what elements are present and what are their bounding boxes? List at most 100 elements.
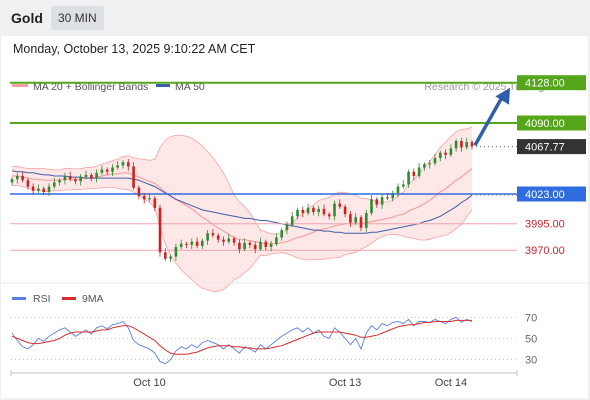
candle-body [31, 186, 35, 191]
candle-body [185, 243, 188, 245]
candle-body [137, 187, 141, 197]
candle-body [16, 176, 19, 180]
candle-body [322, 208, 326, 215]
nine-ma-legend-swatch [62, 297, 76, 300]
candle-body [380, 197, 384, 205]
candle-body [354, 217, 357, 223]
level-label-5: 3970.00 [525, 245, 565, 257]
forecast-arrow-shaft [473, 92, 506, 147]
candle-body [142, 196, 146, 200]
candle-body [375, 199, 379, 205]
candle-body [100, 169, 104, 173]
candle-body [343, 206, 347, 215]
candle-body [164, 252, 167, 259]
candle-body [269, 243, 273, 247]
candle-body [127, 162, 130, 167]
candle-body [253, 244, 257, 250]
candle-body [275, 237, 278, 244]
candle-body [211, 233, 215, 236]
bb-legend-swatch [12, 84, 28, 87]
candle-body [148, 198, 151, 200]
candle-body [10, 179, 14, 183]
rsi-tick-label: 30 [525, 355, 537, 367]
candle-body [169, 256, 172, 259]
candle-body [259, 241, 262, 250]
candle-body [444, 152, 447, 155]
candle-body [179, 243, 183, 247]
timeframe-button[interactable]: 30 MIN [51, 6, 104, 30]
candle-body [63, 176, 67, 181]
nine-ma-legend-label: 9MA [82, 293, 104, 305]
candle-body [116, 165, 119, 168]
candle-body [290, 216, 294, 225]
candle-body [216, 235, 220, 240]
candle-body [327, 214, 331, 217]
candle-body [359, 217, 363, 228]
instrument-title: Gold [11, 10, 43, 26]
x-axis-labels: Oct 10 Oct 13 Oct 14 [133, 377, 467, 389]
candle-body [428, 163, 431, 165]
candle-body [238, 242, 241, 250]
rsi-line [11, 316, 473, 365]
ma50-legend-swatch [156, 84, 170, 87]
level-label-bg-1 [517, 115, 586, 131]
candle-body [26, 180, 30, 187]
candle-body [407, 171, 410, 185]
datetime-label: Monday, October 13, 2025 9:10:22 AM CET [13, 42, 256, 56]
candle-body [439, 152, 442, 158]
candle-body [285, 224, 289, 231]
candle-body [317, 208, 320, 213]
ma50-legend-label: MA 50 [175, 81, 205, 93]
candle-body [333, 203, 336, 217]
candle-body [232, 238, 236, 243]
candle-body [42, 188, 45, 192]
candle-body [37, 188, 40, 191]
candle-body [423, 164, 426, 168]
chart-card [1, 36, 588, 398]
ma50-line [11, 170, 473, 234]
candle-body [79, 177, 82, 182]
candle-body [105, 169, 109, 172]
bollinger-band-fill [12, 127, 472, 292]
candle-body [417, 167, 421, 176]
bollinger-upper-line [12, 126, 473, 235]
candle-body [111, 167, 114, 172]
level-label-bg-2 [517, 139, 586, 155]
candle-body [227, 238, 231, 242]
level-label-bg-3 [517, 186, 586, 202]
candle-body [206, 233, 209, 241]
candle-body [68, 176, 72, 180]
candle-body [158, 207, 162, 253]
candle-body [349, 214, 352, 223]
bb-legend-label: MA 20 + Bollinger Bands [33, 81, 148, 93]
candle-body [433, 158, 437, 164]
candle-body [386, 197, 389, 199]
candle-body [370, 199, 373, 214]
candle-body [454, 141, 458, 149]
rsi-tick-label: 70 [525, 312, 537, 324]
candle-body [248, 242, 252, 245]
level-label-3: 4023.00 [525, 189, 565, 201]
candle-body [95, 172, 98, 179]
rsi-tick-label: 50 [525, 333, 537, 345]
bollinger-lower-line [12, 185, 473, 292]
forecast-arrow-head [495, 87, 510, 105]
candle-body [301, 209, 305, 214]
candle-body [190, 241, 194, 245]
level-label-1: 4090.00 [525, 118, 565, 130]
level-label-0: 4128.00 [525, 78, 565, 90]
price-chart: 4128.00 4090.00 4067.77 4023.00 3995.00 3970.… [10, 75, 586, 292]
candle-body [264, 241, 268, 247]
candle-body [47, 186, 51, 192]
candle-body [460, 141, 463, 148]
candle-body [280, 230, 283, 238]
candle-body [396, 186, 400, 193]
candle-body [243, 242, 246, 250]
candle-body [53, 182, 56, 187]
candle-body [391, 193, 394, 199]
candle-body [58, 180, 61, 183]
candle-body [296, 209, 299, 217]
candle-body [412, 171, 416, 176]
x-axis-label: Oct 10 [133, 377, 165, 389]
x-axis-label: Oct 14 [435, 377, 467, 389]
